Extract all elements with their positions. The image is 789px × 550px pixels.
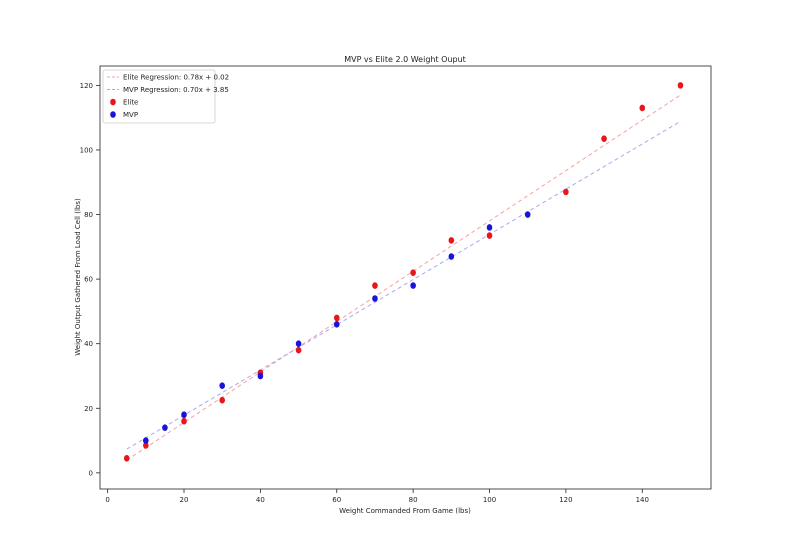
elite-point (677, 82, 684, 89)
legend: Elite Regression: 0.78x + 0.02 MVP Regres… (102, 69, 229, 124)
mvp-point (295, 340, 302, 347)
legend-dot-swatch (110, 98, 116, 106)
x-tick-label: 140 (636, 496, 649, 504)
y-tick-label: 80 (84, 211, 93, 219)
legend-dot-swatch (110, 111, 116, 118)
regression-lines (126, 94, 681, 461)
y-tick-label: 60 (84, 276, 93, 284)
elite-point (372, 282, 378, 289)
elite-point (219, 396, 225, 404)
elite-point (295, 346, 302, 354)
mvp-point (372, 295, 378, 302)
x-tick-label: 60 (332, 496, 341, 504)
y-tick-label: 120 (80, 82, 93, 90)
mvp-point (143, 437, 149, 444)
y-tick-label: 40 (84, 340, 93, 348)
x-tick-label: 120 (559, 496, 572, 504)
y-tick-label: 20 (84, 405, 93, 413)
regression-line-mvp (126, 120, 681, 450)
x-axis: 0 20 40 60 80 100 120 140 (105, 489, 649, 504)
mvp-point (333, 321, 340, 328)
mvp-point (181, 411, 187, 419)
regression-line-elite (126, 94, 681, 461)
elite-point (563, 188, 569, 196)
mvp-point (486, 224, 493, 231)
y-axis-label: Weight Output Gathered From Load Cell (l… (74, 198, 82, 356)
legend-label: MVP Regression: 0.70x + 3.85 (123, 86, 229, 94)
elite-point (639, 104, 646, 112)
legend-box (102, 69, 216, 124)
y-tick-label: 0 (89, 469, 93, 477)
mvp-point (162, 424, 168, 431)
y-tick-label: 100 (80, 146, 93, 154)
elite-point (333, 314, 340, 322)
plot-frame (99, 65, 712, 490)
x-tick-label: 100 (483, 496, 496, 504)
elite-point (181, 417, 187, 425)
legend-label: Elite (123, 99, 138, 107)
elite-point (486, 232, 493, 239)
mvp-point (524, 211, 531, 218)
data-points (123, 82, 684, 462)
elite-point (143, 442, 149, 449)
legend-label: MVP (123, 111, 138, 119)
x-tick-label: 20 (180, 496, 189, 504)
mvp-point (410, 282, 416, 289)
x-tick-label: 40 (256, 496, 265, 504)
x-tick-label: 0 (105, 496, 109, 504)
legend-label: Elite Regression: 0.78x + 0.02 (123, 74, 229, 82)
chart-title: MVP vs Elite 2.0 Weight Ouput (344, 55, 466, 64)
x-axis-label: Weight Commanded From Game (lbs) (339, 507, 471, 515)
elite-point (410, 269, 416, 276)
x-tick-label: 80 (409, 496, 418, 504)
mvp-point (219, 382, 225, 389)
elite-point (448, 237, 455, 244)
mvp-point (257, 372, 264, 380)
y-axis: 0 20 40 60 80 100 120 (80, 82, 100, 477)
mvp-point (448, 253, 455, 260)
elite-point (123, 455, 130, 462)
elite-point (601, 135, 607, 142)
